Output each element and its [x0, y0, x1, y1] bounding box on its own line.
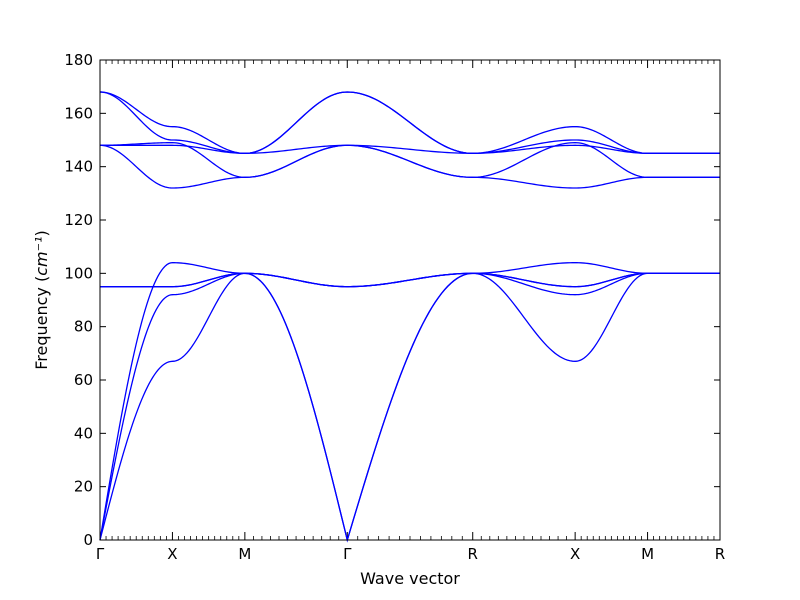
x-tick-label: M [641, 545, 654, 563]
y-axis-label: Frequency (cm⁻¹) [32, 230, 51, 370]
y-axis-label-open-paren: ( [32, 276, 51, 282]
y-tick-label: 160 [64, 104, 93, 122]
y-axis-label-text: Frequency [32, 287, 51, 370]
x-tick-label: Γ [343, 545, 352, 563]
band-line [99, 272, 720, 543]
y-axis-label-unit: cm⁻¹ [32, 237, 51, 276]
y-tick-label: 180 [64, 51, 93, 69]
plot-frame [99, 59, 721, 541]
y-axis-label-close-paren: ) [32, 230, 51, 236]
x-tick-label: X [570, 545, 580, 563]
minor-ticks [105, 60, 715, 540]
x-tick-label: R [715, 545, 725, 563]
band-lines [99, 91, 720, 543]
x-tick-label: R [468, 545, 478, 563]
x-axis-label: Wave vector [360, 569, 460, 588]
y-tick-label: 100 [64, 264, 93, 282]
x-tick-label: Γ [96, 545, 105, 563]
x-tick-label: M [238, 545, 251, 563]
band-line [100, 272, 720, 288]
y-tick-label: 60 [74, 371, 93, 389]
y-tick-label: 0 [83, 531, 93, 549]
y-tick-label: 80 [74, 318, 93, 336]
band-line [99, 262, 720, 541]
y-tick-label: 140 [64, 158, 93, 176]
band-line [99, 272, 720, 543]
y-tick-label: 20 [74, 478, 93, 496]
y-tick-labels: 0 20 40 60 80 100 120 140 160 180 [64, 51, 93, 549]
band-line [100, 142, 720, 178]
y-tick-label: 120 [64, 211, 93, 229]
y-tick-label: 40 [74, 424, 93, 442]
band-line [99, 91, 720, 154]
x-tick-label: X [167, 545, 177, 563]
